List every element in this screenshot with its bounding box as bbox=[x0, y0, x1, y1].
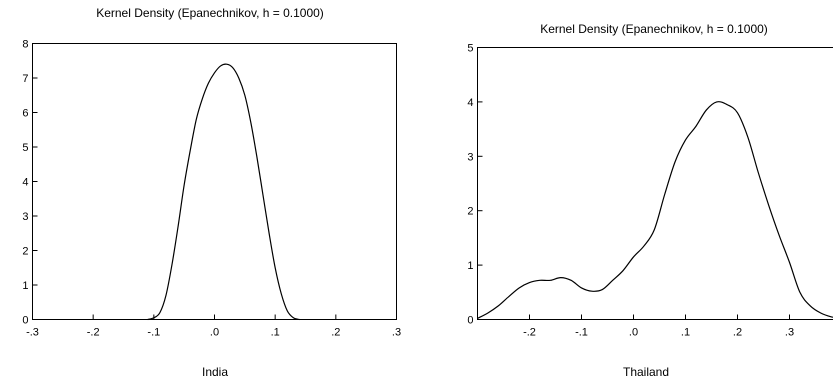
axis-ticks: -.3 -.2 -.1 .0 .1 .2 .3 0 1 2 3 4 5 6 7 8 bbox=[22, 39, 401, 339]
y-tick-label: 8 bbox=[22, 39, 28, 51]
x-axis-label: Thailand bbox=[623, 365, 669, 379]
chart-title: Kernel Density (Epanechnikov, h = 0.1000… bbox=[96, 6, 324, 20]
y-tick-label: 4 bbox=[467, 97, 473, 109]
x-tick-label: .1 bbox=[271, 327, 280, 339]
y-tick-label: 0 bbox=[22, 315, 28, 327]
axis-ticks: -.2 -.1 .0 .1 .2 .3 0 1 2 3 4 5 bbox=[467, 43, 794, 339]
y-tick-label: 6 bbox=[22, 108, 28, 120]
x-tick-label: .2 bbox=[733, 327, 742, 339]
y-tick-label: 1 bbox=[467, 260, 473, 272]
y-tick-label: 5 bbox=[22, 142, 28, 154]
y-tick-label: 2 bbox=[22, 246, 28, 258]
x-tick-label: -.2 bbox=[87, 327, 100, 339]
x-tick-label: .0 bbox=[629, 327, 638, 339]
x-tick-label: .3 bbox=[392, 327, 401, 339]
plot-frame bbox=[477, 47, 833, 320]
india-density-panel: Kernel Density (Epanechnikov, h = 0.1000… bbox=[22, 6, 401, 379]
series-group bbox=[147, 63, 300, 321]
density-curve bbox=[147, 63, 300, 321]
y-tick-label: 0 bbox=[467, 315, 473, 327]
y-tick-label: 7 bbox=[22, 73, 28, 85]
density-curve bbox=[477, 101, 833, 319]
x-tick-label: .1 bbox=[681, 327, 690, 339]
y-tick-label: 3 bbox=[22, 211, 28, 223]
y-tick-label: 3 bbox=[467, 151, 473, 163]
x-tick-label: -.1 bbox=[575, 327, 588, 339]
y-tick-label: 1 bbox=[22, 280, 28, 292]
x-tick-label: .2 bbox=[331, 327, 340, 339]
series-group bbox=[477, 101, 833, 319]
chart-title: Kernel Density (Epanechnikov, h = 0.1000… bbox=[540, 22, 768, 36]
plot-frame bbox=[32, 43, 397, 320]
x-axis-label: India bbox=[202, 365, 228, 379]
x-tick-label: .0 bbox=[210, 327, 219, 339]
y-tick-label: 2 bbox=[467, 206, 473, 218]
thailand-density-panel: Kernel Density (Epanechnikov, h = 0.1000… bbox=[467, 22, 833, 379]
y-tick-label: 5 bbox=[467, 43, 473, 55]
x-tick-label: -.3 bbox=[26, 327, 39, 339]
x-tick-label: -.2 bbox=[523, 327, 536, 339]
y-tick-label: 4 bbox=[22, 177, 28, 189]
x-tick-label: -.1 bbox=[147, 327, 160, 339]
x-tick-label: .3 bbox=[785, 327, 794, 339]
